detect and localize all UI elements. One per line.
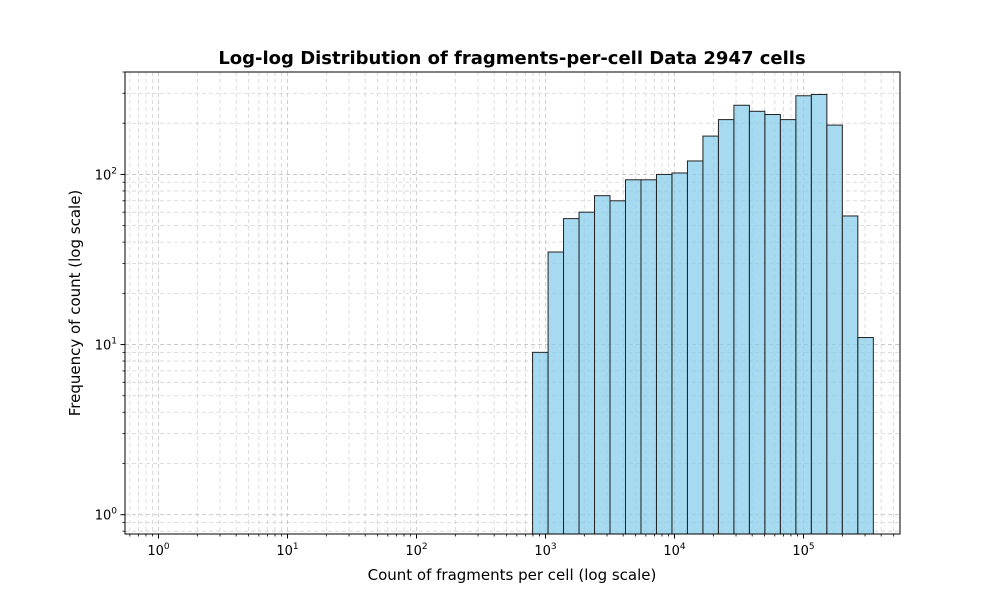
histogram-bar bbox=[733, 104, 750, 535]
histogram-bar bbox=[702, 135, 719, 535]
x-tick-label: 104 bbox=[663, 542, 686, 559]
histogram-bar bbox=[857, 337, 874, 535]
histogram-bar bbox=[640, 179, 657, 535]
histogram-bar bbox=[609, 200, 626, 535]
histogram-bar bbox=[532, 351, 549, 535]
histogram-bar bbox=[795, 95, 812, 535]
histogram-bar bbox=[764, 114, 781, 535]
histogram-bar bbox=[671, 172, 688, 535]
bars bbox=[532, 93, 874, 535]
histogram-bar bbox=[841, 215, 859, 535]
plot-frame bbox=[124, 71, 901, 535]
histogram-bar bbox=[717, 119, 735, 535]
ticks: 100 101 102 103 104 105 100 101 102 bbox=[95, 71, 895, 559]
chart-title: Log-log Distribution of fragments-per-ce… bbox=[218, 48, 805, 69]
histogram-bar bbox=[655, 173, 673, 535]
x-tick-label: 105 bbox=[792, 542, 814, 559]
histogram-bar bbox=[779, 119, 797, 535]
x-tick-label: 102 bbox=[405, 542, 427, 559]
histogram-bar bbox=[578, 211, 596, 535]
y-tick-label: 101 bbox=[95, 337, 117, 354]
y-tick-label: 100 bbox=[95, 507, 118, 524]
histogram-bar bbox=[826, 124, 843, 535]
histogram-bar bbox=[547, 251, 565, 535]
y-tick-label: 102 bbox=[95, 166, 117, 183]
x-tick-label: 103 bbox=[534, 542, 556, 559]
histogram-bar bbox=[594, 195, 611, 535]
histogram-bar bbox=[810, 93, 828, 535]
y-axis-label: Frequency of count (log scale) bbox=[66, 190, 84, 417]
x-tick-label: 100 bbox=[147, 542, 170, 559]
x-tick-label: 101 bbox=[276, 542, 298, 559]
histogram-bar bbox=[563, 218, 580, 535]
histogram-bar bbox=[624, 179, 642, 535]
histogram-bar bbox=[748, 110, 766, 535]
histogram-bar bbox=[686, 160, 704, 535]
x-axis-label: Count of fragments per cell (log scale) bbox=[368, 566, 657, 584]
